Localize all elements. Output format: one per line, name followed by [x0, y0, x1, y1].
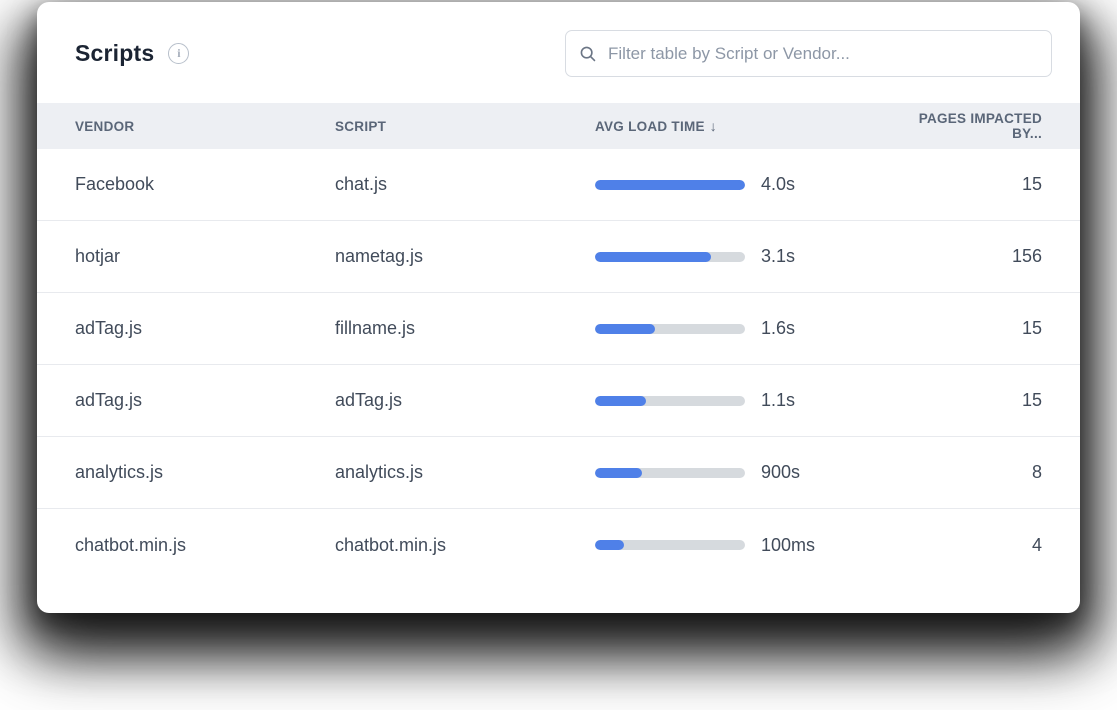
load-time-bar-fill [595, 540, 624, 550]
pages-impacted-cell: 15 [1021, 390, 1042, 410]
table-row[interactable]: analytics.js analytics.js 900s 8 [37, 437, 1080, 509]
script-cell: chat.js [335, 174, 388, 194]
load-time-bar-track [595, 251, 745, 262]
table-row[interactable]: Facebook chat.js 4.0s 15 [37, 149, 1080, 221]
load-time-value: 3.1s [761, 246, 796, 266]
load-time-bar-track [595, 323, 745, 334]
load-time-bar-track [595, 395, 745, 406]
table-row[interactable]: adTag.js fillname.js 1.6s 15 [37, 293, 1080, 365]
load-time-value: 4.0s [761, 174, 796, 194]
sort-desc-icon: ↓ [709, 118, 718, 134]
pages-impacted-cell: 156 [1011, 246, 1042, 266]
script-cell: chatbot.min.js [335, 534, 447, 555]
column-header-vendor[interactable]: VENDOR [75, 118, 135, 134]
load-time-value: 900s [761, 462, 801, 482]
filter-input-wrap [565, 30, 1052, 77]
load-time-value: 1.1s [761, 390, 796, 410]
vendor-cell: hotjar [75, 246, 121, 266]
pages-impacted-cell: 15 [1021, 174, 1042, 194]
title-wrap: Scripts i [75, 40, 190, 67]
load-time-bar-fill [595, 251, 711, 262]
pages-impacted-cell: 8 [1031, 462, 1042, 482]
load-time-cell: 4.0s [595, 174, 907, 195]
load-time-bar-track [595, 179, 745, 190]
table-row[interactable]: chatbot.min.js chatbot.min.js 100ms 4 [37, 509, 1080, 581]
load-time-value: 1.6s [761, 318, 796, 338]
column-header-avg-load-time[interactable]: AVG LOAD TIME ↓ [595, 118, 907, 134]
column-header-avg-load-time-label: AVG LOAD TIME [595, 119, 705, 134]
load-time-bar-fill [595, 179, 745, 190]
load-time-bar-fill [595, 467, 642, 478]
load-time-value: 100ms [761, 534, 816, 555]
vendor-cell: adTag.js [75, 318, 143, 338]
vendor-cell: analytics.js [75, 462, 164, 482]
load-time-cell: 3.1s [595, 246, 907, 267]
load-time-cell: 1.1s [595, 390, 907, 411]
load-time-cell: 100ms [595, 535, 907, 556]
script-cell: adTag.js [335, 390, 403, 410]
script-cell: analytics.js [335, 462, 424, 482]
pages-impacted-cell: 4 [1031, 534, 1042, 555]
load-time-bar-fill [595, 323, 655, 334]
load-time-bar-track [595, 467, 745, 478]
filter-input[interactable] [565, 30, 1052, 77]
scripts-card: Scripts i VENDOR SCRIPT AVG LOAD TIME ↓ P… [37, 2, 1080, 613]
vendor-cell: chatbot.min.js [75, 534, 187, 555]
table-body: Facebook chat.js 4.0s 15 hotjar nametag.… [37, 149, 1080, 581]
card-header: Scripts i [37, 2, 1080, 103]
column-header-script[interactable]: SCRIPT [335, 118, 387, 134]
script-cell: fillname.js [335, 318, 416, 338]
column-header-pages-impacted[interactable]: PAGES IMPACTED BY... [918, 111, 1042, 141]
load-time-bar-track [595, 540, 745, 550]
load-time-bar-fill [595, 395, 646, 406]
table-header-row: VENDOR SCRIPT AVG LOAD TIME ↓ PAGES IMPAC… [37, 103, 1080, 149]
vendor-cell: Facebook [75, 174, 155, 194]
load-time-cell: 900s [595, 462, 907, 483]
table-row[interactable]: hotjar nametag.js 3.1s 156 [37, 221, 1080, 293]
script-cell: nametag.js [335, 246, 424, 266]
table-row[interactable]: adTag.js adTag.js 1.1s 15 [37, 365, 1080, 437]
pages-impacted-cell: 15 [1021, 318, 1042, 338]
load-time-cell: 1.6s [595, 318, 907, 339]
page-title: Scripts [75, 40, 155, 66]
vendor-cell: adTag.js [75, 390, 143, 410]
info-icon[interactable]: i [168, 43, 190, 64]
